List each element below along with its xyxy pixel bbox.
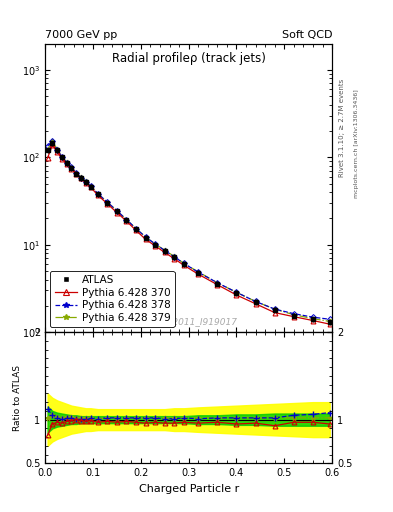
Text: ATLAS_2011_I919017: ATLAS_2011_I919017 — [140, 317, 237, 326]
Text: mcplots.cern.ch [arXiv:1306.3436]: mcplots.cern.ch [arXiv:1306.3436] — [354, 89, 359, 198]
X-axis label: Charged Particle r: Charged Particle r — [138, 484, 239, 494]
Y-axis label: Ratio to ATLAS: Ratio to ATLAS — [13, 365, 22, 431]
Text: Rivet 3.1.10; ≥ 2.7M events: Rivet 3.1.10; ≥ 2.7M events — [339, 79, 345, 177]
Legend: ATLAS, Pythia 6.428 370, Pythia 6.428 378, Pythia 6.428 379: ATLAS, Pythia 6.428 370, Pythia 6.428 37… — [50, 271, 174, 327]
Text: Radial profileρ (track jets): Radial profileρ (track jets) — [112, 52, 266, 65]
Text: Soft QCD: Soft QCD — [282, 30, 332, 40]
Text: 7000 GeV pp: 7000 GeV pp — [45, 30, 118, 40]
